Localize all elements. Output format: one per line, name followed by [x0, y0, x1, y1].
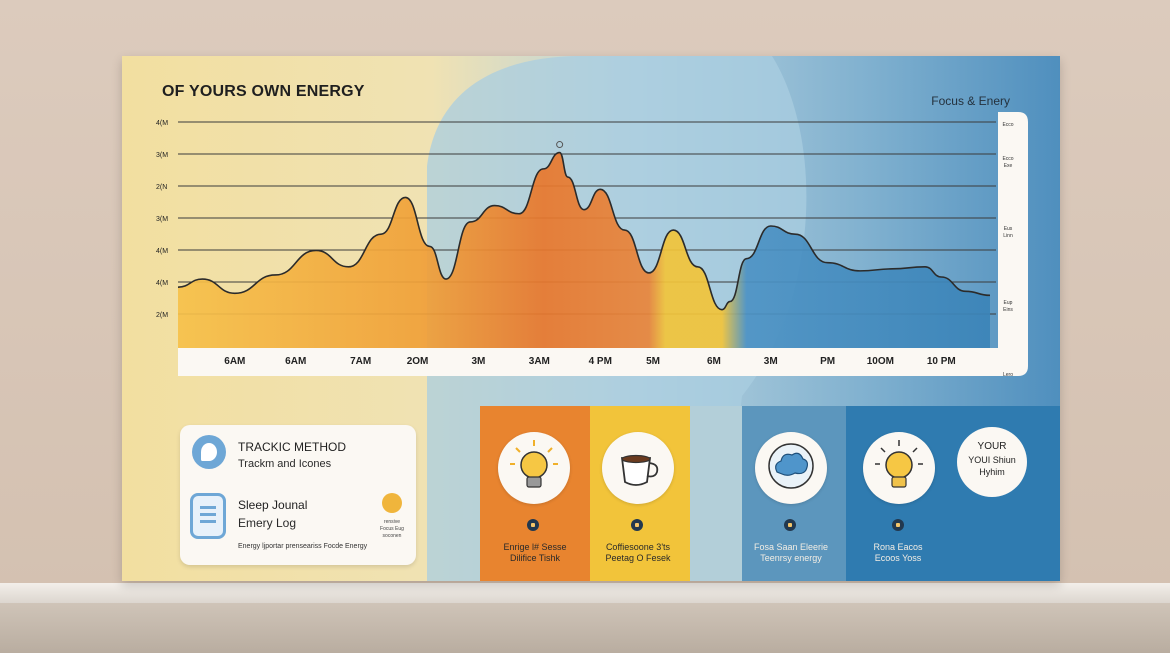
tracking-method-title: TRACKIC METHOD — [238, 440, 346, 454]
status-dot — [382, 493, 402, 513]
card-footer: Energy ljportar prenseariss Focde Energy — [238, 543, 368, 550]
y-tick-label: 3(M — [156, 216, 168, 223]
journal-icon — [190, 493, 226, 539]
shelf-top — [0, 583, 1170, 603]
badge-icon — [892, 519, 904, 531]
x-tick-label: 7AM — [350, 356, 371, 367]
x-tick-label: 4 PM — [589, 356, 612, 367]
infographic-board: OF YOURS OWN ENERGY Focus & Enery 4(M 3(M… — [122, 56, 1060, 581]
y-tick-label: 3(M — [156, 152, 168, 159]
x-tick-label: 6M — [707, 356, 721, 367]
x-tick-label: 3M — [471, 356, 485, 367]
column-caption-2: Coffiesoone 3'ts Peetag O Fesek — [605, 542, 671, 563]
right-scale-label: Ecco — [1002, 122, 1013, 128]
cloud-icon — [755, 432, 827, 504]
x-tick-label: 3AM — [529, 356, 550, 367]
location-pin-icon — [192, 435, 226, 469]
y-tick-label: 4(M — [156, 248, 168, 255]
y-tick-label: 4(M — [156, 280, 168, 287]
tracking-method-card: TRACKIC METHOD Trackm and Icones Sleep J… — [180, 425, 416, 565]
rhythm-line-2: YOUI Shiun — [968, 455, 1016, 465]
y-tick-label: 2(N — [156, 184, 167, 191]
dot-caption: rensive Focus Eug soconen — [380, 519, 404, 539]
right-scale-label: Eup — [1004, 300, 1013, 306]
peak-marker — [556, 141, 564, 149]
rhythm-line-1: YOUR — [977, 441, 1007, 452]
right-scale-label: Ecco — [1002, 156, 1013, 162]
y-tick-label: 4(M — [156, 120, 168, 127]
right-scale-label: Eus — [1004, 226, 1013, 232]
badge-icon — [527, 519, 539, 531]
right-scale-label: Eins — [1003, 307, 1013, 313]
x-tick-label: 6AM — [224, 356, 245, 367]
x-tick-label: 6AM — [285, 356, 306, 367]
lightbulb-icon — [498, 432, 570, 504]
energy-area — [178, 152, 990, 348]
energy-log-label: Emery Log — [238, 516, 297, 530]
y-tick-label: 2(M — [156, 312, 168, 319]
x-tick-label: 5M — [646, 356, 660, 367]
column-caption-3: Fosa Saan Eleerie Teenrsy energy — [753, 542, 829, 563]
right-scale-label: Lero — [1003, 372, 1013, 378]
x-tick-label: 2OM — [407, 356, 429, 367]
x-tick-label: PM — [820, 356, 835, 367]
right-scale-label: Linn — [1003, 233, 1013, 239]
x-tick-label: 10 PM — [927, 356, 956, 367]
right-scale-label: Exe — [1004, 163, 1013, 169]
rhythm-line-3: Hyhim — [979, 467, 1005, 477]
badge-icon — [631, 519, 643, 531]
badge-icon — [784, 519, 796, 531]
column-caption-1: Enrige l# Sesse Dilifice Tishk — [503, 542, 567, 563]
lightbulb-icon — [863, 432, 935, 504]
x-tick-label: 3M — [764, 356, 778, 367]
x-tick-label: 10OM — [867, 356, 894, 367]
board-title: OF YOURS OWN ENERGY — [162, 83, 365, 100]
legend-title: Focus & Enery — [931, 94, 1010, 108]
rhythm-badge: YOUR YOUI Shiun Hyhim — [957, 427, 1027, 497]
plot-frame — [178, 112, 1028, 376]
shelf-front — [0, 603, 1170, 653]
coffee-cup-icon — [602, 432, 674, 504]
sleep-journal-label: Sleep Jounal — [238, 498, 308, 512]
column-caption-4: Rona Eacos Ecoos Yoss — [873, 542, 923, 563]
energy-chart: 4(M 3(M 2(N 3(M 4(M 4(M 2(M 6AM 6AM 7AM 2OM 3M 3AM 4 … — [156, 112, 1028, 378]
energy-line — [177, 151, 991, 311]
tracking-method-subtitle: Trackm and Icones — [238, 458, 332, 470]
